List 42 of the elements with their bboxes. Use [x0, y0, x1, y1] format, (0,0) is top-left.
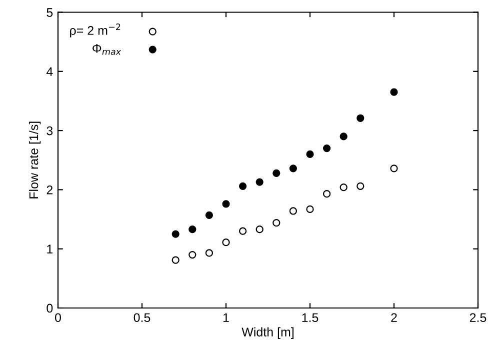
point — [340, 184, 348, 192]
x-tick-label: 1 — [223, 313, 229, 322]
point — [356, 114, 364, 122]
legend-label: Φ$_{max}$ — [92, 44, 122, 55]
legend-label: ρ= 2 m$^{−2}$ — [70, 24, 120, 38]
point — [188, 226, 196, 234]
point — [205, 249, 214, 257]
point — [238, 227, 247, 235]
point — [222, 238, 230, 246]
point — [322, 190, 331, 198]
y-tick-label: 1 — [47, 244, 53, 254]
x-tick-label: 2 — [391, 313, 397, 322]
point — [272, 169, 280, 177]
y-tick-label: 5 — [46, 8, 53, 17]
y-tick-label: 4 — [46, 67, 53, 76]
point — [322, 144, 331, 152]
x-axis-title: Width [m] — [242, 327, 294, 339]
point — [289, 207, 298, 215]
point — [256, 226, 264, 234]
point — [172, 230, 180, 238]
point — [256, 178, 264, 186]
point — [306, 150, 314, 158]
point — [238, 182, 247, 190]
point — [289, 164, 298, 172]
y-tick-label: 3 — [46, 126, 53, 136]
y-tick-label: 2 — [46, 186, 53, 194]
x-tick-label: 0 — [55, 313, 61, 322]
point — [340, 132, 348, 140]
y-axis-title: Flow rate [1/s] — [28, 122, 41, 198]
point — [390, 164, 398, 172]
x-tick-label: 2.5 — [470, 313, 486, 322]
point — [306, 205, 314, 214]
point — [390, 88, 398, 96]
x-tick-label: 1.5 — [302, 313, 318, 322]
point — [222, 200, 230, 208]
point — [172, 256, 180, 264]
point — [188, 250, 196, 259]
point — [272, 219, 280, 227]
point — [356, 182, 364, 190]
y-tick-label: 0 — [46, 304, 53, 313]
x-tick-label: 0.5 — [134, 313, 150, 322]
point — [205, 211, 214, 219]
